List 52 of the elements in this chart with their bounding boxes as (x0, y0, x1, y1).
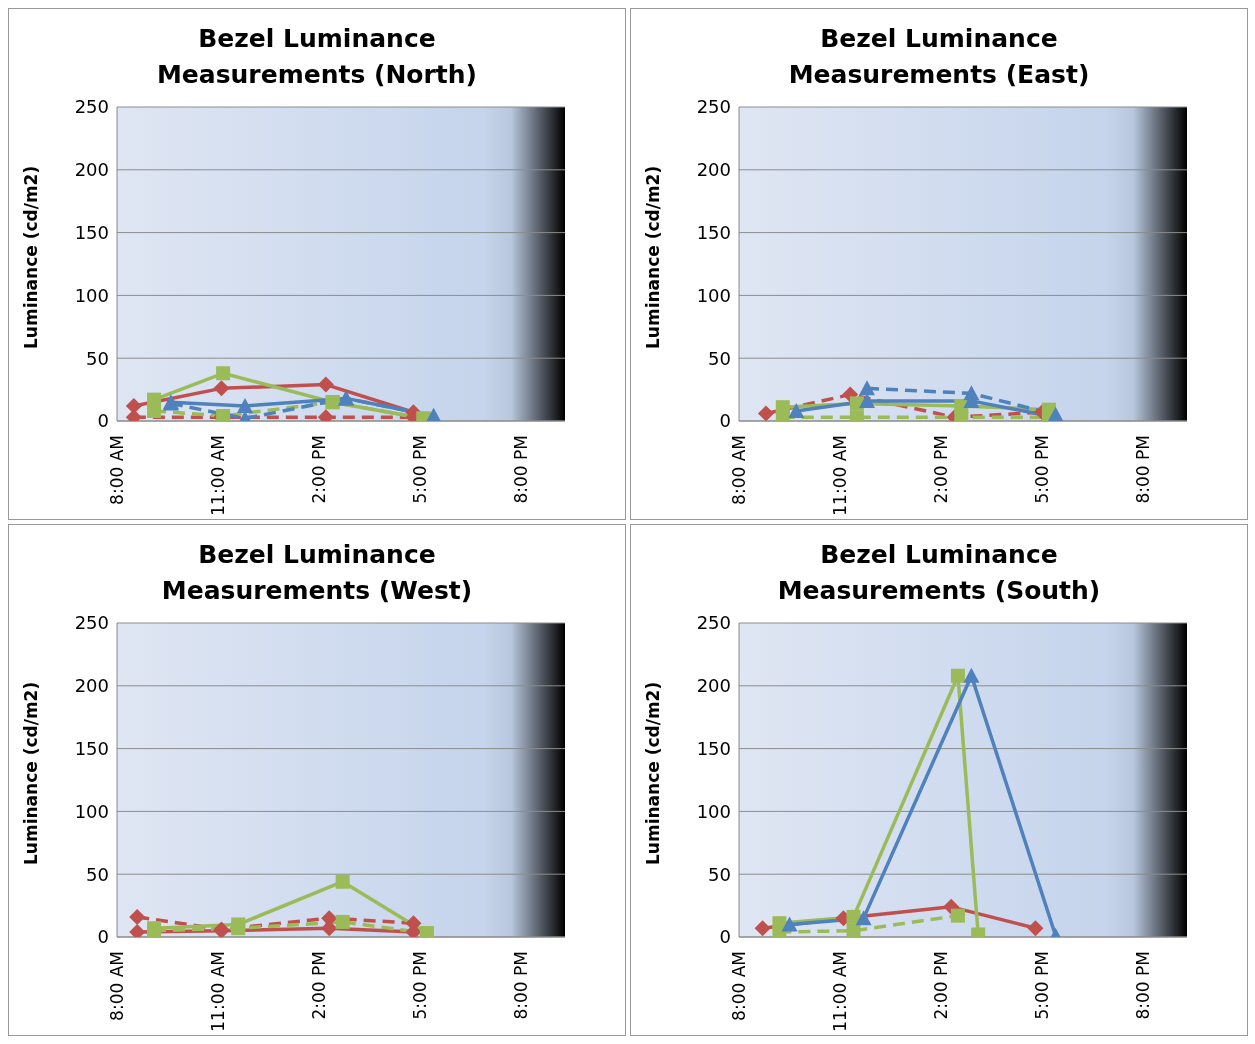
y-tick-label: 0 (719, 410, 731, 432)
y-tick-label: 0 (719, 926, 731, 948)
y-tick-label: 50 (86, 347, 109, 369)
y-tick-label: 100 (74, 800, 109, 822)
x-tick-label: 11:00 AM (208, 951, 229, 1032)
y-tick-label: 200 (696, 159, 731, 181)
y-axis-title: Luminance (cd/m2) (643, 165, 664, 349)
y-tick-label: 150 (696, 221, 731, 243)
y-tick-label: 250 (696, 96, 731, 118)
x-tick-label: 11:00 AM (830, 951, 851, 1032)
y-tick-label: 150 (74, 737, 109, 759)
x-tick-label: 8:00 AM (107, 435, 127, 505)
x-tick-label: 5:00 PM (410, 435, 431, 504)
y-tick-label: 100 (696, 284, 731, 306)
chart-title: Bezel Luminance Measurements (East) (787, 23, 1091, 91)
x-tick-label: 2:00 PM (931, 435, 952, 504)
y-tick-label: 0 (97, 926, 109, 948)
y-tick-label: 0 (97, 410, 109, 432)
x-tick-label: 2:00 PM (309, 951, 330, 1020)
y-tick-label: 250 (74, 96, 109, 118)
x-tick-label: 2:00 PM (309, 435, 330, 504)
y-tick-label: 50 (86, 863, 109, 885)
y-axis-title: Luminance (cd/m2) (21, 165, 42, 349)
x-tick-label: 8:00 PM (511, 435, 532, 504)
y-tick-label: 200 (74, 675, 109, 697)
y-tick-label: 100 (74, 284, 109, 306)
y-axis-title: Luminance (cd/m2) (643, 681, 664, 865)
chart-title: Bezel Luminance Measurements (North) (155, 23, 478, 91)
chart-title: Bezel Luminance Measurements (South) (776, 539, 1102, 607)
y-tick-label: 150 (74, 221, 109, 243)
x-tick-label: 8:00 AM (107, 951, 127, 1021)
y-tick-label: 250 (696, 612, 731, 634)
x-tick-label: 8:00 PM (1133, 951, 1154, 1020)
x-tick-label: 5:00 PM (1032, 435, 1053, 504)
chart-title: Bezel Luminance Measurements (West) (160, 539, 474, 607)
x-tick-label: 8:00 PM (511, 951, 532, 1020)
y-tick-label: 200 (74, 159, 109, 181)
x-tick-label: 5:00 PM (1032, 951, 1053, 1020)
x-tick-label: 8:00 AM (729, 435, 749, 505)
y-axis-title: Luminance (cd/m2) (21, 681, 42, 865)
x-tick-label: 11:00 AM (830, 435, 851, 516)
y-tick-label: 150 (696, 737, 731, 759)
y-tick-label: 50 (708, 863, 731, 885)
x-tick-label: 2:00 PM (931, 951, 952, 1020)
x-tick-label: 8:00 AM (729, 951, 749, 1021)
y-tick-label: 200 (696, 675, 731, 697)
x-tick-label: 11:00 AM (208, 435, 229, 516)
y-tick-label: 250 (74, 612, 109, 634)
y-tick-label: 50 (708, 347, 731, 369)
x-tick-label: 8:00 PM (1133, 435, 1154, 504)
x-tick-label: 5:00 PM (410, 951, 431, 1020)
y-tick-label: 100 (696, 800, 731, 822)
